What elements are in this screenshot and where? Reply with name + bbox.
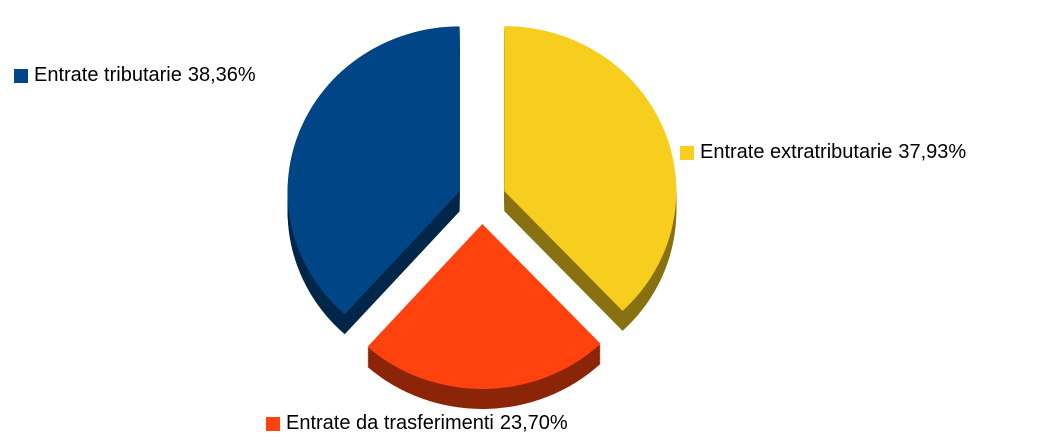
slice-label: Entrate extratributarie 37,93% [700, 141, 966, 163]
slice-label-value: 38,36% [188, 64, 256, 86]
legend-swatch [14, 69, 28, 83]
slice-label: Entrate tributarie 38,36% [34, 64, 256, 86]
slice [287, 26, 460, 315]
slice-label-name: Entrate extratributarie [700, 141, 892, 163]
legend-swatch [266, 417, 280, 431]
legend-swatch [680, 146, 694, 160]
slice-label: Entrate da trasferimenti 23,70% [286, 412, 568, 434]
slice [367, 223, 601, 389]
slice [504, 26, 677, 311]
slice-tops [287, 26, 677, 389]
slice-label-value: 37,93% [898, 141, 966, 163]
slice-label-name: Entrate tributarie [34, 64, 182, 86]
slice-label-name: Entrate da trasferimenti [286, 412, 494, 434]
slice-label-value: 23,70% [500, 412, 568, 434]
